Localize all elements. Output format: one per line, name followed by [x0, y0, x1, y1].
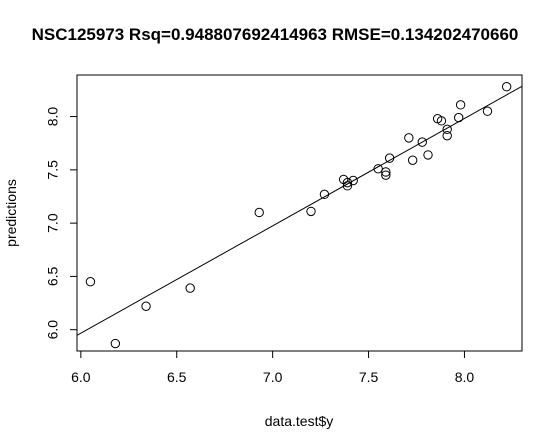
- x-tick-label: 7.5: [359, 369, 379, 385]
- data-point: [407, 155, 418, 165]
- data-point: [417, 137, 427, 147]
- data-point: [384, 153, 395, 163]
- x-tick-label: 6.0: [71, 369, 91, 385]
- data-point: [381, 167, 391, 177]
- points-layer: [85, 82, 512, 349]
- data-point: [306, 206, 316, 217]
- data-point: [342, 177, 353, 188]
- data-point: [141, 301, 151, 311]
- y-tick-label: 8.0: [45, 107, 61, 127]
- y-tick-label: 7.0: [45, 213, 61, 233]
- data-point: [501, 82, 512, 92]
- x-tick-label: 8.0: [455, 369, 475, 385]
- x-tick-label: 6.5: [167, 369, 187, 385]
- y-tick-label: 7.5: [45, 160, 61, 180]
- data-point: [381, 170, 391, 180]
- data-point: [110, 338, 121, 349]
- data-point: [319, 189, 330, 200]
- fit-line-layer: [77, 85, 522, 336]
- data-point: [254, 207, 264, 218]
- data-point: [348, 175, 358, 186]
- data-point: [85, 277, 96, 287]
- regression-line: [77, 85, 522, 336]
- x-axis: 6.0 6.5 7.0 7.5 8.0: [71, 350, 475, 385]
- data-point: [436, 116, 447, 126]
- data-point: [423, 150, 433, 160]
- data-point: [185, 283, 195, 293]
- data-point: [342, 181, 353, 191]
- data-point: [404, 133, 414, 143]
- data-point: [482, 106, 493, 116]
- y-tick-label: 6.0: [45, 320, 61, 340]
- data-point: [442, 124, 452, 135]
- y-axis-label: predictions: [3, 179, 19, 247]
- x-tick-label: 7.0: [263, 369, 283, 385]
- data-point: [373, 164, 383, 174]
- x-axis-label: data.test$y: [265, 413, 334, 429]
- chart-title: NSC125973 Rsq=0.948807692414963 RMSE=0.1…: [32, 25, 519, 44]
- data-point: [442, 131, 452, 141]
- data-point: [454, 112, 464, 123]
- y-tick-label: 6.5: [45, 266, 61, 286]
- data-point: [455, 100, 466, 110]
- y-axis: 6.0 6.5 7.0 7.5 8.0: [45, 107, 78, 340]
